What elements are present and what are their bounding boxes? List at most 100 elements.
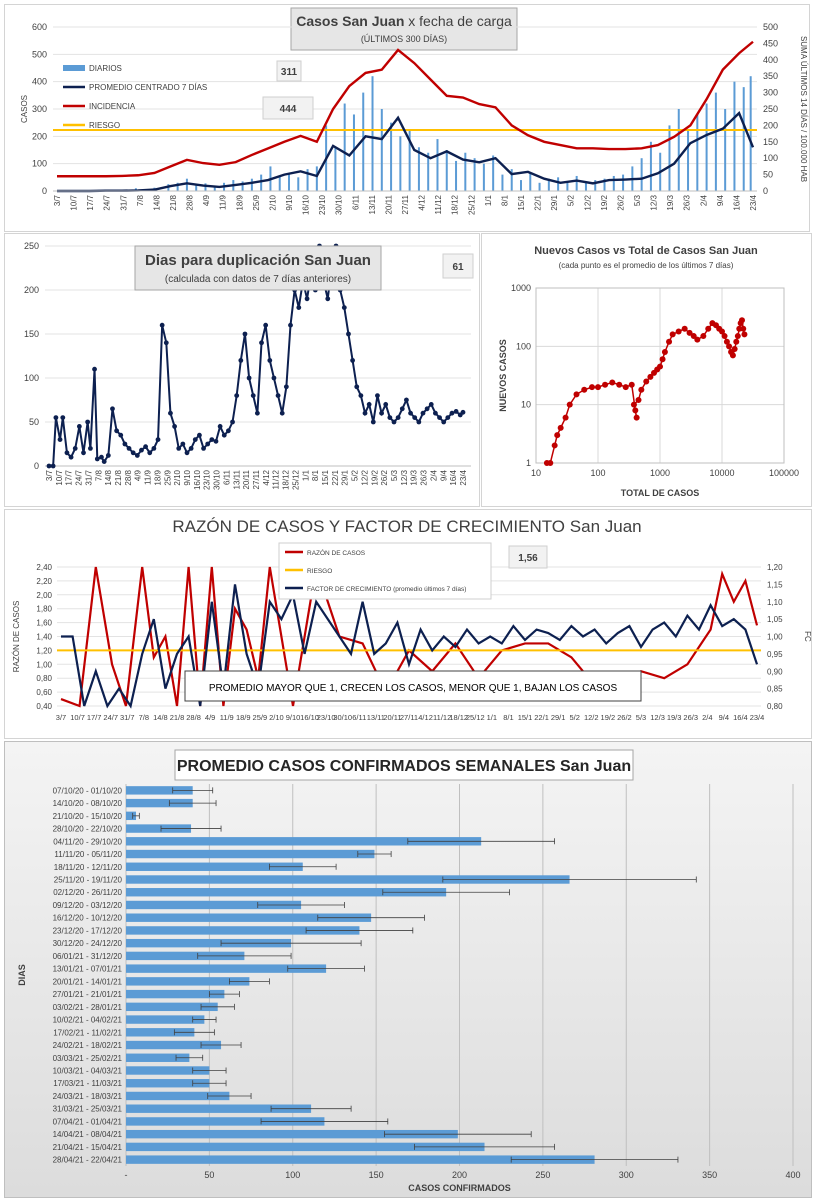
y-tick-label: 10 bbox=[521, 400, 531, 410]
scatter-chart-panel: Nuevos Casos vs Total de Casos San Juan (… bbox=[481, 233, 812, 507]
x-tick-label: 24/7 bbox=[103, 194, 112, 210]
x-axis-label: TOTAL DE CASOS bbox=[621, 488, 700, 498]
daily-bar bbox=[733, 81, 736, 191]
chart-title: PROMEDIO CASOS CONFIRMADOS SEMANALES San… bbox=[177, 758, 631, 775]
doubling-point bbox=[197, 432, 202, 438]
doubling-point bbox=[134, 453, 140, 458]
x-tick-label: 16/10 bbox=[300, 713, 319, 722]
doubling-point bbox=[217, 424, 223, 429]
scatter-point bbox=[554, 432, 561, 439]
badge-box bbox=[262, 96, 314, 120]
x-tick-label: 23/4 bbox=[459, 469, 468, 485]
y-tick-label: 2,00 bbox=[36, 591, 52, 600]
doubling-point bbox=[420, 410, 426, 416]
x-tick-label: 16/4 bbox=[449, 469, 458, 485]
daily-bar bbox=[482, 163, 485, 191]
y-right-axis-label: SUMA ÚLTIMOS 14 DÍAS / 100.000 HAB bbox=[799, 36, 808, 182]
bar bbox=[126, 824, 192, 833]
doubling-point bbox=[57, 437, 63, 442]
scatter-point bbox=[643, 378, 650, 385]
y-right-tick-label: 400 bbox=[763, 55, 778, 65]
doubling-point bbox=[416, 419, 422, 425]
x-tick-label: 23/4 bbox=[749, 194, 758, 210]
category-label: 18/11/20 - 12/11/20 bbox=[54, 863, 123, 872]
y-right-tick-label: 0,90 bbox=[767, 667, 783, 676]
x-tick-label: 25/9 bbox=[253, 713, 268, 722]
doubling-point bbox=[221, 432, 227, 438]
y-tick-label: 200 bbox=[32, 131, 47, 141]
y-axis-label: CASOS bbox=[20, 95, 29, 123]
daily-bar bbox=[705, 103, 708, 191]
y-tick-label: 0,60 bbox=[36, 688, 52, 697]
doubling-point bbox=[325, 296, 331, 302]
doubling-point bbox=[304, 296, 310, 302]
daily-bar bbox=[204, 183, 207, 191]
x-tick-label: 22/1 bbox=[534, 194, 543, 210]
x-tick-label: 14/8 bbox=[153, 713, 168, 722]
x-tick-label: 16/10 bbox=[193, 469, 202, 490]
x-tick-label: 5/2 bbox=[351, 469, 360, 481]
x-tick-label: 27/11 bbox=[252, 469, 261, 489]
x-tick-label: 2/4 bbox=[702, 713, 712, 722]
daily-bar bbox=[213, 186, 216, 191]
y-right-tick-label: 350 bbox=[763, 71, 778, 81]
x-tick-label: 18/9 bbox=[236, 713, 251, 722]
daily-bar bbox=[622, 174, 625, 191]
category-label: 27/01/21 - 21/01/21 bbox=[53, 990, 123, 999]
y-tick-label: 2,40 bbox=[36, 563, 52, 572]
x-tick-label: 7/8 bbox=[139, 713, 149, 722]
x-tick-label: 11/12 bbox=[433, 713, 451, 722]
bar bbox=[126, 951, 245, 961]
x-tick-label: 20/11 bbox=[384, 194, 393, 214]
doubling-point bbox=[172, 424, 177, 429]
daily-bar bbox=[529, 173, 532, 191]
doubling-point bbox=[155, 437, 161, 442]
category-label: 28/10/20 - 22/10/20 bbox=[53, 825, 123, 834]
x-tick-label: 2/10 bbox=[173, 469, 182, 485]
bar bbox=[126, 1129, 458, 1139]
x-tick-label: 10 bbox=[531, 468, 541, 478]
category-label: 14/04/21 - 08/04/21 bbox=[53, 1130, 123, 1139]
category-label: 10/03/21 - 04/03/21 bbox=[53, 1067, 123, 1076]
x-tick-label: 12/3 bbox=[400, 469, 409, 485]
daily-bar bbox=[714, 92, 717, 191]
daily-bar bbox=[510, 169, 513, 191]
doubling-point bbox=[159, 322, 165, 328]
doubling-point bbox=[387, 415, 393, 420]
x-tick-label: 14/8 bbox=[152, 194, 161, 210]
scatter-point bbox=[632, 407, 639, 414]
x-tick-label: 9/10 bbox=[286, 713, 301, 722]
category-label: 24/03/21 - 18/03/21 bbox=[53, 1092, 123, 1101]
badge-value: 1,56 bbox=[518, 553, 538, 564]
doubling-point bbox=[375, 393, 380, 398]
doubling-point bbox=[176, 446, 182, 451]
x-tick-label: 10000 bbox=[709, 468, 734, 478]
doubling-point bbox=[412, 415, 418, 420]
doubling-point bbox=[404, 397, 409, 403]
doubling-point bbox=[184, 450, 190, 456]
category-label: 21/04/21 - 15/04/21 bbox=[53, 1143, 123, 1152]
x-tick-label: 9/4 bbox=[716, 194, 725, 206]
daily-bar bbox=[594, 180, 597, 191]
weekly-chart: PROMEDIO CASOS CONFIRMADOS SEMANALES San… bbox=[17, 749, 801, 1193]
cases-chart-panel: Casos San Juan x fecha de carga (ÚLTIMOS … bbox=[4, 4, 810, 232]
y-right-tick-label: 300 bbox=[763, 88, 778, 98]
x-tick-label: 22/1 bbox=[534, 713, 549, 722]
x-tick-label: 5/3 bbox=[390, 469, 399, 481]
doubling-point bbox=[238, 358, 244, 363]
bar bbox=[126, 1142, 485, 1152]
doubling-point bbox=[242, 331, 248, 337]
x-tick-label: 15/1 bbox=[518, 713, 533, 722]
doubling-point bbox=[226, 428, 231, 434]
doubling-point bbox=[68, 454, 74, 460]
scatter-point bbox=[733, 338, 740, 345]
badge-box bbox=[508, 545, 548, 569]
bar bbox=[126, 1155, 595, 1164]
x-tick-label: 7/8 bbox=[94, 469, 103, 481]
x-tick-label: 11/12 bbox=[272, 469, 281, 489]
y-tick-label: 100 bbox=[516, 341, 531, 351]
x-tick-label: 2/4 bbox=[429, 469, 438, 481]
legend-label: INCIDENCIA bbox=[89, 102, 136, 111]
x-tick-label: 8/1 bbox=[500, 194, 509, 206]
daily-bar bbox=[260, 174, 263, 191]
